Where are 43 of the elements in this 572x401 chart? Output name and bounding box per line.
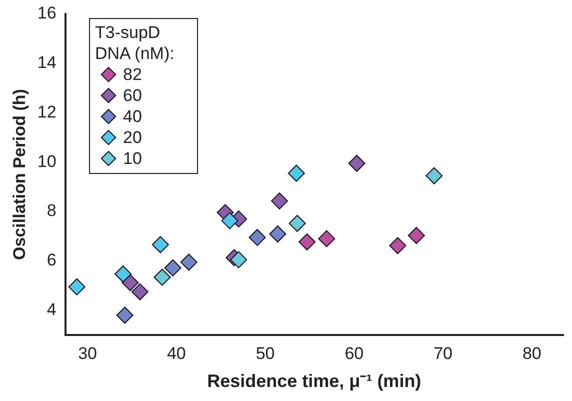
x-tick-label: 30 [78,344,97,363]
x-tick-label: 50 [256,344,275,363]
y-tick-label: 14 [37,53,56,72]
point [288,214,306,232]
point [122,274,139,292]
y-tick-label: 6 [46,250,56,270]
point [389,237,406,254]
y-tick-label: 16 [37,4,56,23]
point [248,228,266,246]
point [426,167,443,184]
y-tick-label: 4 [46,300,56,319]
point [269,226,286,243]
point [154,268,171,286]
legend-label: 60 [123,85,142,106]
x-tick-label: 70 [434,344,452,363]
point [116,306,134,324]
point [298,233,316,250]
x-tick-label: 60 [344,344,364,363]
point [318,230,336,248]
legend-label: 40 [123,106,142,127]
point [152,236,169,254]
x-tick-label: 40 [166,344,186,363]
legend-title: T3-supD DNA (nM): [95,22,176,64]
point [348,154,366,172]
point [288,164,305,182]
point [270,192,288,210]
legend-label: 10 [123,148,142,169]
y-tick-label: 12 [37,102,56,122]
point [164,259,182,276]
y-tick-label: 10 [37,152,56,171]
point [68,278,86,296]
legend-label: 20 [123,127,142,148]
point [114,266,132,283]
legend-label: 82 [123,64,142,85]
x-axis-title: Residence time, μ⁻¹ (min) [207,371,422,392]
y-tick-label: 8 [46,201,56,220]
point [180,254,198,271]
point [408,226,425,244]
point [221,212,238,230]
x-tick-label: 80 [522,344,542,363]
y-axis-title: Oscillation Period (h) [10,89,29,260]
point [230,251,248,268]
point [131,283,148,300]
